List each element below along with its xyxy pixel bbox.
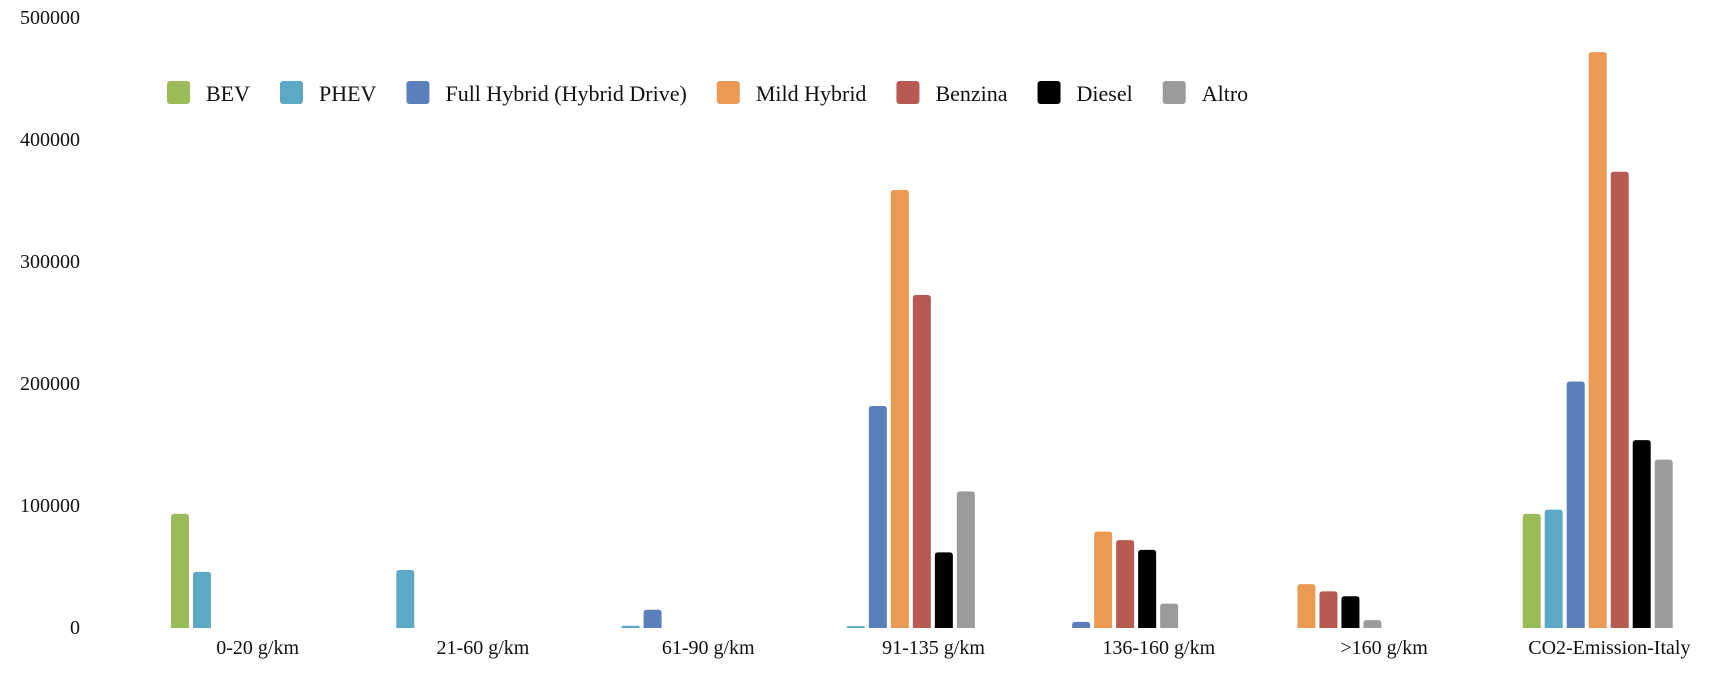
bar-phev-6: [1544, 509, 1563, 628]
legend-label: Mild Hybrid: [756, 81, 867, 106]
legend-label: Diesel: [1077, 81, 1133, 106]
bar-mild-hybrid-5: [1297, 584, 1316, 628]
bar-diesel-3: [934, 552, 953, 628]
legend-swatch: [1037, 81, 1061, 104]
bar-mild-hybrid-4: [1094, 531, 1113, 628]
bar-bev-6: [1522, 513, 1541, 628]
y-tick-label: 300000: [20, 251, 80, 273]
legend-swatch: [280, 81, 303, 104]
bar-mild-hybrid-6: [1588, 52, 1607, 629]
bar-phev-1: [396, 570, 415, 628]
legend-swatch: [1162, 81, 1186, 104]
y-tick-label: 100000: [20, 495, 80, 517]
y-axis-tick-labels: 0 100000 200000 300000 400000 500000: [20, 7, 80, 639]
x-tick-label: 61-90 g/km: [662, 637, 755, 659]
bar-benzina-5: [1319, 591, 1338, 628]
x-axis-tick-labels: 0-20 g/km 21-60 g/km 61-90 g/km 91-135 g/km…: [216, 637, 1690, 659]
x-tick-label: >160 g/km: [1340, 637, 1428, 659]
legend-label: Altro: [1202, 81, 1248, 106]
bars: [171, 52, 1673, 629]
y-tick-label: 0: [70, 617, 80, 639]
legend-swatch: [406, 81, 430, 104]
x-tick-label: 91-135 g/km: [882, 637, 985, 659]
legend-label: Full Hybrid (Hybrid Drive): [445, 81, 686, 106]
x-tick-label: 21-60 g/km: [437, 637, 530, 659]
legend-swatch: [167, 81, 190, 104]
bar-benzina-6: [1610, 171, 1629, 628]
legend-label: PHEV: [319, 81, 377, 106]
bar-benzina-4: [1116, 540, 1135, 628]
x-tick-label: 0-20 g/km: [216, 637, 299, 659]
legend-label: Benzina: [935, 81, 1007, 106]
legend-label: BEV: [206, 81, 250, 106]
x-tick-label: CO2-Emission-Italy: [1528, 637, 1690, 659]
bar-diesel-6: [1632, 440, 1651, 628]
legend-swatch: [716, 81, 740, 104]
bar-benzina-3: [912, 294, 931, 628]
bar-bev-0: [171, 513, 189, 628]
bar-altro-5: [1363, 620, 1382, 628]
bar-full-hybrid-hybrid-drive-3: [868, 405, 887, 628]
bar-altro-4: [1160, 603, 1179, 628]
legend-swatch: [896, 81, 920, 104]
bar-mild-hybrid-3: [890, 190, 909, 628]
bar-full-hybrid-hybrid-drive-2: [643, 609, 662, 628]
y-tick-label: 400000: [20, 129, 80, 151]
bar-phev-3: [846, 626, 865, 628]
bar-altro-6: [1654, 459, 1673, 628]
bar-full-hybrid-hybrid-drive-4: [1072, 621, 1091, 628]
bar-altro-3: [956, 491, 975, 628]
bar-phev-0: [193, 571, 211, 628]
legend: BEV PHEV Full Hybrid (Hybrid Drive) Mild Hy…: [167, 81, 1248, 106]
y-tick-label: 500000: [20, 7, 80, 29]
bar-diesel-4: [1138, 549, 1157, 628]
y-tick-label: 200000: [20, 373, 80, 395]
bar-phev-2: [621, 625, 640, 628]
bar-full-hybrid-hybrid-drive-6: [1566, 381, 1585, 628]
x-tick-label: 136-160 g/km: [1102, 637, 1215, 659]
bar-diesel-5: [1341, 596, 1360, 628]
